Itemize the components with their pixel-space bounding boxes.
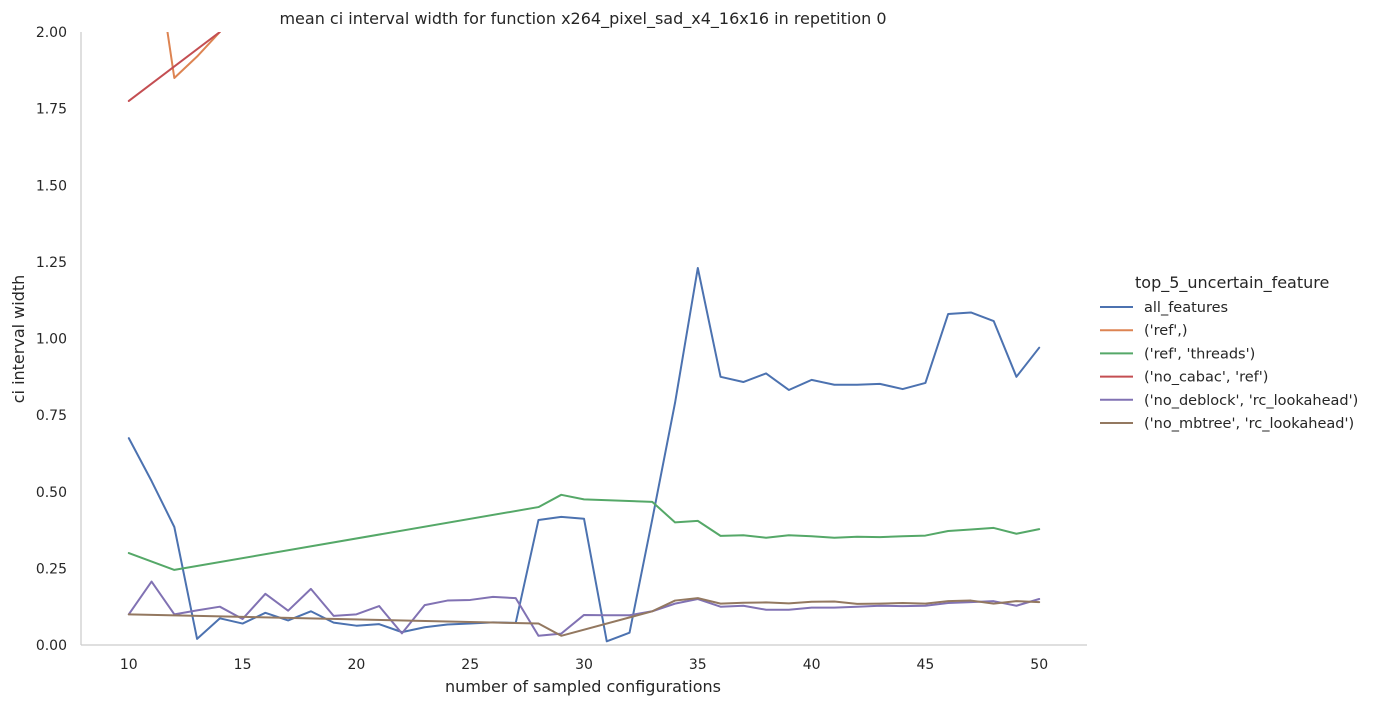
series-lines bbox=[127, 32, 1041, 643]
x-tick-label: 45 bbox=[916, 657, 934, 673]
legend-label: all_features bbox=[1144, 300, 1228, 316]
y-tick-label: 0.50 bbox=[36, 485, 67, 501]
legend-label: ('ref', 'threads') bbox=[1144, 346, 1255, 362]
series-line-0 bbox=[127, 267, 1041, 643]
x-tick-label: 35 bbox=[689, 657, 707, 673]
legend-title: top_5_uncertain_feature bbox=[1135, 273, 1329, 293]
series-line-1 bbox=[166, 32, 221, 79]
x-tick-label: 25 bbox=[461, 657, 479, 673]
x-tick-label: 30 bbox=[575, 657, 593, 673]
legend: top_5_uncertain_feature all_features ('ref… bbox=[1100, 273, 1358, 432]
y-axis-title: ci interval width bbox=[9, 275, 28, 404]
y-tick-label: 1.75 bbox=[36, 102, 67, 118]
x-tick-label: 20 bbox=[347, 657, 365, 673]
y-tick-label: 2.00 bbox=[36, 25, 67, 41]
legend-label: ('ref',) bbox=[1144, 323, 1188, 339]
y-tick-label: 1.25 bbox=[36, 255, 67, 271]
y-tick-label: 0.75 bbox=[36, 408, 67, 424]
series-line-5 bbox=[127, 597, 1041, 637]
series-line-3 bbox=[127, 32, 221, 102]
x-tick-label: 40 bbox=[803, 657, 821, 673]
legend-label: ('no_cabac', 'ref') bbox=[1144, 370, 1268, 386]
x-tick-label: 15 bbox=[234, 657, 252, 673]
y-tick-label: 1.50 bbox=[36, 178, 67, 194]
x-tick-label: 10 bbox=[120, 657, 138, 673]
chart-title: mean ci interval width for function x264… bbox=[279, 9, 886, 29]
y-tick-label: 1.00 bbox=[36, 332, 67, 348]
y-tick-label: 0.00 bbox=[36, 638, 67, 654]
legend-label: ('no_mbtree', 'rc_lookahead') bbox=[1144, 416, 1354, 432]
series-line-2 bbox=[127, 493, 1041, 571]
axes: 10 15 20 25 30 35 40 45 50 0.00 0.25 0.50 0.75 1.00 1.… bbox=[36, 25, 1087, 673]
legend-label: ('no_deblock', 'rc_lookahead') bbox=[1144, 393, 1358, 409]
y-tick-label: 0.25 bbox=[36, 561, 67, 577]
x-tick-label: 50 bbox=[1030, 657, 1048, 673]
series-line-4 bbox=[127, 580, 1041, 637]
x-axis-title: number of sampled configurations bbox=[445, 677, 721, 696]
